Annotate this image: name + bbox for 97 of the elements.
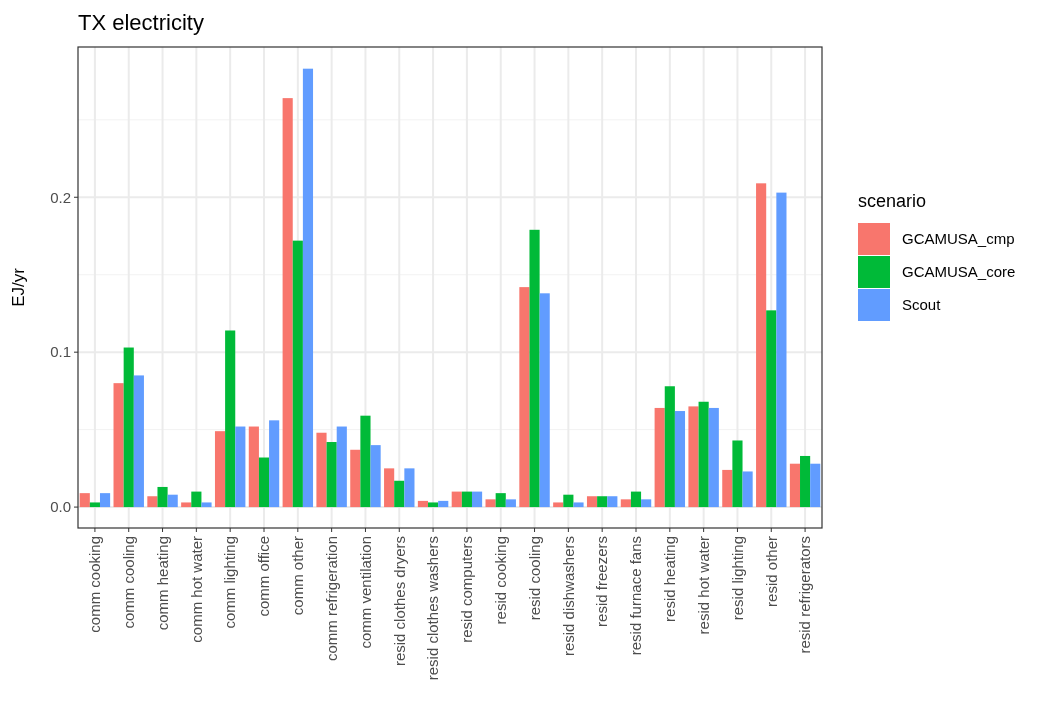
bar: [181, 502, 192, 508]
bar: [708, 407, 719, 508]
bar: [630, 491, 642, 508]
bar: [302, 68, 314, 508]
x-tick-label: comm heating: [153, 536, 171, 631]
x-tick-label: resid heating: [661, 536, 679, 622]
bar: [370, 445, 381, 508]
bar: [586, 496, 598, 508]
bar: [438, 500, 449, 508]
x-tick-label: comm ventilation: [356, 536, 374, 649]
bar: [191, 491, 202, 508]
bar: [607, 496, 618, 508]
x-tick-label: resid other: [762, 536, 780, 607]
bar: [742, 471, 753, 508]
bar: [722, 469, 733, 508]
x-tick-label: comm other: [289, 536, 307, 616]
bar: [776, 192, 787, 508]
bar: [292, 240, 303, 508]
x-tick-label: comm hot water: [187, 536, 205, 643]
bar: [485, 499, 496, 508]
bar: [698, 401, 709, 508]
bar: [495, 493, 506, 508]
bar: [248, 426, 259, 508]
bar: [620, 499, 631, 508]
bar: [766, 310, 777, 508]
bar: [789, 463, 801, 508]
x-tick-label: resid dishwashers: [559, 536, 577, 657]
bar: [553, 502, 564, 508]
bar: [505, 499, 516, 508]
bar: [563, 494, 574, 508]
bar: [201, 502, 212, 508]
bar: [688, 406, 699, 508]
legend-title: scenario: [858, 191, 927, 211]
bar: [519, 287, 530, 508]
bar: [641, 499, 652, 508]
x-tick-label: resid computers: [458, 536, 476, 643]
bar: [664, 386, 675, 508]
x-tick-label: resid clothes dryers: [390, 536, 408, 667]
bar: [539, 293, 550, 508]
x-tick-label: comm lighting: [221, 536, 239, 629]
x-tick-label: resid refrigerators: [796, 536, 814, 654]
bar: [732, 440, 743, 508]
y-tick-label: 0.1: [50, 343, 71, 361]
bar: [350, 449, 361, 508]
bar: [394, 480, 405, 508]
y-tick-label: 0.0: [50, 498, 71, 516]
legend-label: GCAMUSA_cmp: [902, 230, 1015, 248]
bar: [326, 442, 337, 508]
bar: [360, 415, 371, 508]
bar: [282, 98, 293, 508]
bar: [225, 330, 236, 508]
x-tick-label: resid hot water: [694, 536, 712, 635]
bar: [471, 491, 483, 508]
legend-label: Scout: [902, 296, 942, 314]
bar: [147, 496, 158, 508]
bar: [157, 486, 168, 508]
x-tick-label: resid cooling: [525, 536, 543, 621]
bar: [461, 491, 472, 508]
bar: [800, 455, 811, 508]
x-tick-label: comm cooling: [119, 536, 137, 629]
bar: [123, 347, 134, 508]
x-tick-label: resid furnace fans: [627, 536, 645, 656]
bar: [384, 468, 395, 508]
bar: [133, 375, 144, 508]
bar: [529, 229, 540, 508]
x-tick-label: comm refrigeration: [322, 536, 340, 662]
bar: [89, 502, 100, 508]
bar: [756, 183, 767, 508]
bar: [167, 494, 178, 508]
bar: [113, 383, 124, 508]
bar: [316, 432, 327, 508]
bar: [235, 426, 246, 508]
x-tick-label: resid freezers: [593, 536, 611, 627]
x-tick-label: resid clothes washers: [424, 536, 442, 681]
y-tick-label: 0.2: [50, 188, 71, 206]
bar: [810, 463, 821, 508]
bar: [428, 502, 439, 508]
bar: [269, 420, 280, 508]
bar: [573, 502, 584, 508]
bar: [99, 493, 111, 508]
bar: [417, 500, 429, 508]
x-tick-label: resid cooking: [491, 536, 509, 625]
bar: [597, 496, 608, 508]
bar: [654, 407, 665, 508]
bar: [404, 468, 415, 508]
bar: [336, 426, 347, 508]
y-axis-title: EJ/yr: [9, 267, 28, 307]
legend-label: GCAMUSA_core: [902, 263, 1016, 281]
bar: [451, 491, 462, 508]
x-tick-label: resid lighting: [728, 536, 746, 621]
bar: [79, 493, 90, 508]
x-tick-label: comm cooking: [86, 536, 104, 633]
bar: [674, 411, 686, 508]
bar: [214, 431, 226, 508]
chart-title: TX electricity: [78, 10, 204, 35]
x-tick-label: comm office: [255, 536, 273, 617]
bar: [258, 457, 270, 508]
